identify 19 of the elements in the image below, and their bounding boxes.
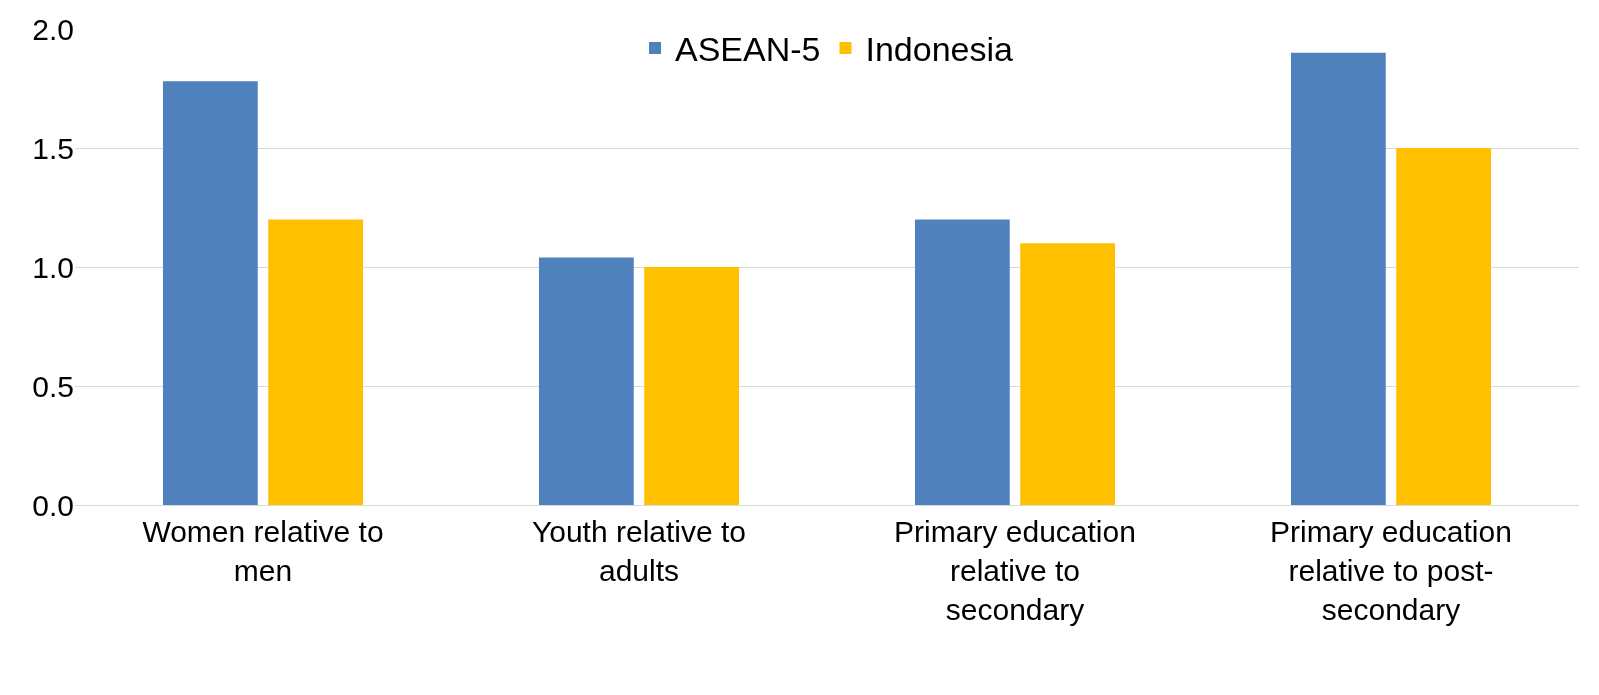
x-tick-label: Primary education relative to secondary — [894, 515, 1136, 626]
y-tick-label: 2.0 — [32, 12, 74, 46]
x-tick-label: Primary education relative to post-secondary — [1270, 515, 1512, 626]
x-tick-label: Women relative to men — [142, 515, 384, 587]
bar — [644, 267, 740, 505]
y-tick-label: 0.0 — [32, 488, 74, 522]
bar — [1396, 148, 1492, 505]
bar — [914, 219, 1010, 505]
legend-label: ASEAN-5 — [675, 30, 821, 69]
bar — [1020, 243, 1116, 505]
y-tick-label: 0.5 — [32, 369, 74, 403]
y-tick-label: 1.5 — [32, 131, 74, 165]
bar — [538, 257, 634, 505]
bar — [268, 219, 364, 505]
legend-label: Indonesia — [865, 30, 1014, 69]
x-tick-label: Youth relative to adults — [531, 515, 747, 587]
y-tick-label: 1.0 — [32, 250, 74, 284]
bar — [162, 81, 258, 505]
bar — [1290, 52, 1386, 505]
